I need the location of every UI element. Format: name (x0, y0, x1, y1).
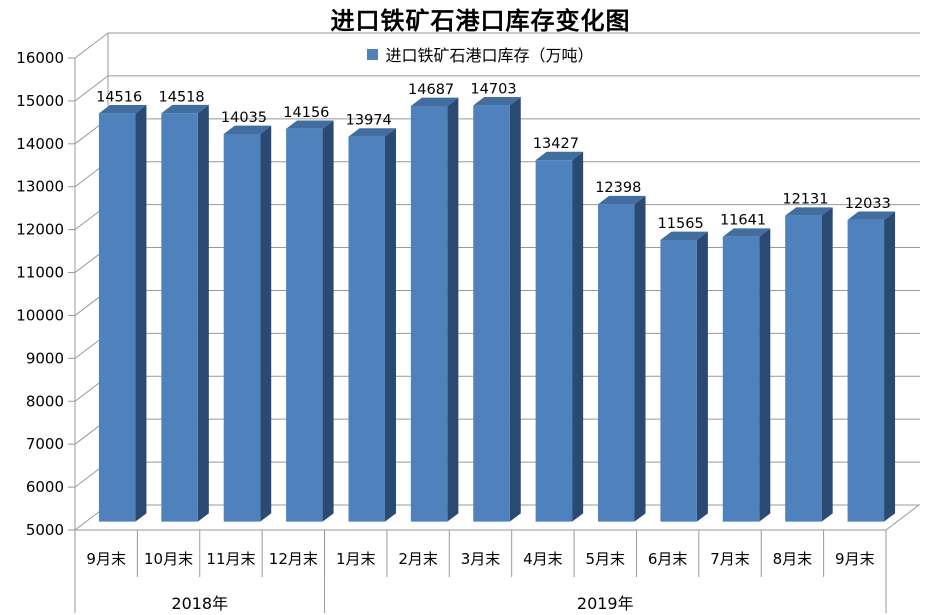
category-label: 5月末 (585, 550, 625, 568)
bar-side-face (135, 105, 147, 522)
bar-side-face (696, 231, 708, 522)
legend-label: 进口铁矿石港口库存（万吨） (385, 46, 594, 65)
bar-value-label: 14703 (470, 81, 516, 97)
bar-top-face (535, 151, 584, 161)
bar-top-face (598, 195, 646, 205)
floor-right-edge (885, 504, 920, 531)
y-axis-label: 12000 (16, 221, 64, 239)
bar-side-face (384, 128, 396, 522)
y-axis-label: 13000 (16, 178, 64, 196)
bar (535, 160, 573, 522)
bar (598, 204, 635, 522)
bar-value-label: 13974 (346, 113, 392, 129)
bar (722, 236, 760, 522)
bar-side-face (322, 120, 334, 522)
bar-side-face (821, 207, 833, 522)
category-label: 4月末 (523, 550, 563, 568)
bar-value-label: 12033 (845, 196, 891, 212)
bar-top-face (410, 97, 459, 107)
bar (98, 113, 136, 522)
bar-top-face (98, 105, 147, 114)
bar-side-face (197, 104, 209, 522)
y-axis-label: 5000 (26, 521, 64, 539)
bar-top-face (660, 231, 708, 240)
chart-title: 进口铁矿石港口库存变化图 (330, 6, 631, 35)
y-axis-label: 16000 (16, 49, 64, 67)
bar-value-label: 14156 (283, 105, 329, 121)
bar-top-face (785, 207, 833, 216)
category-label: 2月末 (398, 550, 438, 568)
bar (785, 215, 822, 522)
bar (348, 136, 385, 522)
category-label: 9月末 (835, 550, 875, 568)
bar-value-label: 14035 (221, 110, 267, 126)
gridline-depth-connector (74, 32, 109, 59)
bar-value-label: 12398 (595, 180, 641, 196)
bar-value-label: 14518 (159, 89, 205, 105)
category-label: 3月末 (461, 550, 501, 568)
bar-value-label: 13427 (533, 136, 579, 152)
bar-side-face (260, 125, 272, 522)
y-axis-label: 14000 (16, 135, 64, 153)
bar-side-face (447, 97, 459, 522)
bar (473, 105, 510, 522)
bar-value-label: 12131 (782, 192, 828, 208)
year-label: 2018年 (171, 594, 228, 613)
category-label: 7月末 (710, 550, 750, 568)
bar-top-face (223, 125, 272, 134)
y-axis-label: 10000 (16, 306, 64, 324)
y-axis-label: 8000 (26, 392, 64, 410)
y-axis-label: 9000 (26, 349, 64, 367)
bar-value-label: 11641 (720, 213, 766, 229)
category-label: 6月末 (648, 550, 688, 568)
bar-top-face (161, 104, 209, 114)
bar-side-face (759, 228, 771, 522)
bar (161, 113, 198, 522)
year-label: 2019年 (577, 594, 634, 613)
bar-side-face (572, 151, 584, 522)
y-axis-label: 7000 (26, 435, 64, 453)
bar-side-face (634, 195, 646, 522)
category-label: 8月末 (773, 550, 813, 568)
y-axis-label: 11000 (16, 264, 64, 282)
category-label: 11月末 (206, 550, 255, 568)
y-axis-label: 6000 (26, 478, 64, 496)
bar-top-face (722, 228, 771, 237)
bar-side-face (884, 211, 896, 522)
bar (286, 128, 323, 522)
bar-value-label: 14687 (408, 82, 454, 98)
bar-side-face (509, 96, 521, 522)
bar-top-face (473, 96, 521, 106)
y-axis-label: 15000 (16, 92, 64, 110)
legend-marker-icon (367, 48, 379, 60)
category-label: 1月末 (336, 550, 376, 568)
bar (847, 219, 885, 522)
bar-top-face (847, 211, 896, 220)
category-label: 9月末 (86, 550, 126, 568)
category-label: 10月末 (144, 550, 193, 568)
category-label: 12月末 (269, 550, 318, 568)
legend: 进口铁矿石港口库存（万吨） (75, 42, 886, 66)
bar-top-face (348, 128, 396, 137)
bar-top-face (286, 120, 334, 129)
gridline-depth-connector (74, 75, 109, 102)
bar-value-label: 11565 (658, 216, 704, 232)
bar (660, 239, 697, 522)
bar (223, 133, 261, 522)
bar-value-label: 14516 (96, 89, 142, 105)
bar (410, 106, 448, 522)
